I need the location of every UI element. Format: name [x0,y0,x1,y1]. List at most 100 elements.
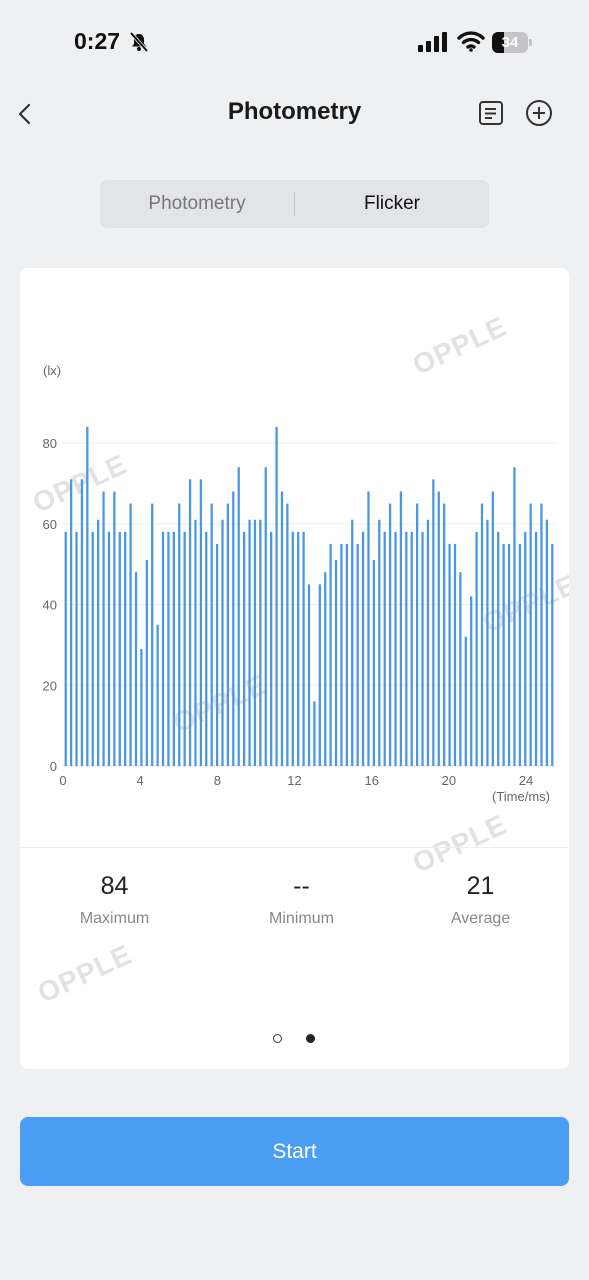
segment-divider [294,192,295,216]
chart-bar [64,531,67,766]
status-time: 0:27 [74,28,121,54]
chart-bar [172,531,175,766]
stat-label: Minimum [269,910,334,927]
document-icon[interactable] [478,100,504,126]
chart-bar [448,543,451,766]
chart-bar [513,467,516,766]
chart-bar [437,491,440,766]
tab-flicker[interactable]: Flicker [364,193,420,214]
chart-bar [486,519,489,766]
stat-minimum: -- Minimum [210,872,393,928]
chart-bar [415,503,419,766]
y-tick-label: 40 [43,598,57,613]
chart-bar [421,531,424,766]
chart-bar [280,491,284,766]
chart-bar [453,543,457,766]
chart-bar [97,519,100,766]
chart-bar [102,491,105,766]
y-axis-label: (lx) [43,363,61,378]
page-dot-2[interactable] [306,1034,315,1043]
wifi-icon [457,31,485,52]
chart-bar [388,503,392,766]
x-tick-label: 8 [214,773,221,788]
chart-bar [129,503,132,766]
chart-bar [480,503,484,766]
chart-bar [237,467,240,766]
chart-bar [86,426,89,766]
add-circle-icon[interactable] [524,98,554,128]
chart-bar [329,543,332,766]
chart-bar [318,584,321,766]
battery-level: 34 [501,34,519,51]
chart-bar [518,543,521,766]
battery-fill [492,32,505,53]
page-indicator [20,1034,569,1046]
chart-bar [367,491,370,766]
chart-bar [188,479,192,766]
chart-bar [264,467,267,766]
chart-bar [134,572,138,766]
status-bar: 0:27 34 [0,0,589,86]
chart-bar [545,519,549,766]
chart-bar [464,636,467,766]
chart-bar [156,624,159,766]
chart-bar [534,531,538,766]
chart-bar [313,701,316,766]
y-tick-label: 60 [43,517,57,532]
navigation-bar: Photometry [0,86,589,146]
chart-bar [291,531,294,766]
flicker-chart: (lx) 0 20 40 60 80 0 4 8 12 16 20 24(Time/ms) [43,363,555,804]
chart-bar [502,543,505,766]
stat-average: 21 Average [389,872,569,928]
chart-bar [405,531,408,766]
x-tick-label: 16 [364,773,378,788]
start-button[interactable]: Start [20,1117,569,1186]
chart-bar [167,531,170,766]
chart-bar [372,560,376,766]
chart-bar [432,479,435,766]
x-axis-label: (Time/ms) [492,789,550,804]
stat-value: 21 [466,872,495,900]
chart-bar [205,531,208,766]
chart-bar [215,543,219,766]
chart-bar [378,519,381,766]
y-tick-label: 0 [50,759,57,774]
chart-bar [297,531,300,766]
mode-segmented-control: Photometry Flicker [100,180,489,228]
chart-bar [351,519,354,766]
chart-bar [470,596,473,766]
chart-bar [383,531,386,766]
chart-bar [426,519,430,766]
cellular-signal-icon [418,32,447,52]
chart-bar [399,491,403,766]
chart-bar [151,503,154,766]
chart-bar [302,531,305,766]
chart-bar [340,543,343,766]
chart-bar [356,543,359,766]
x-tick-label: 0 [59,773,66,788]
stat-label: Average [450,910,511,927]
chart-bar [459,572,462,766]
chart-bar [507,543,511,766]
watermark: OPPLE [32,938,137,1009]
tab-photometry[interactable]: Photometry [148,193,246,214]
y-tick-label: 20 [43,678,57,693]
chart-bar [221,519,224,766]
chart-bar [183,531,186,766]
x-tick-label: 4 [137,773,144,788]
chart-bar [275,426,278,766]
back-chevron-icon[interactable] [12,98,40,130]
chart-bar [178,503,181,766]
chart-bar [113,491,116,766]
chart-bar [334,560,338,766]
page-title: Photometry [227,98,362,125]
chart-bar [475,531,478,766]
chart-bar [443,503,446,766]
page-dot-1[interactable] [273,1034,282,1043]
chart-bar [118,531,121,766]
chart-bar [361,531,365,766]
stat-value: 84 [100,872,129,900]
chart-bar [540,503,543,766]
chart-bar [69,479,73,766]
chart-bar [345,543,348,766]
